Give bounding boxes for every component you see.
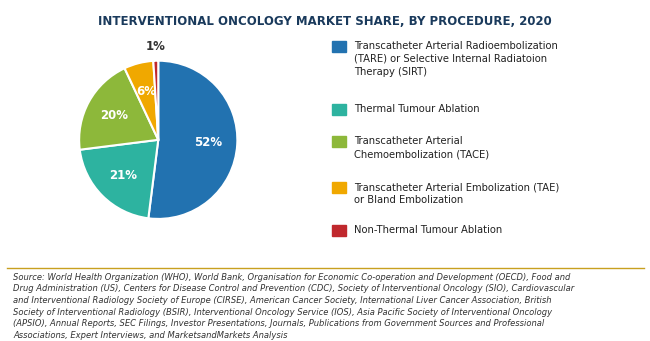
Wedge shape bbox=[153, 61, 158, 140]
Wedge shape bbox=[80, 140, 158, 218]
Text: 52%: 52% bbox=[194, 136, 222, 149]
Wedge shape bbox=[79, 68, 158, 150]
Wedge shape bbox=[125, 61, 158, 140]
Text: Non-Thermal Tumour Ablation: Non-Thermal Tumour Ablation bbox=[354, 225, 502, 235]
Text: 6%: 6% bbox=[136, 85, 156, 98]
Text: Transcatheter Arterial
Chemoembolization (TACE): Transcatheter Arterial Chemoembolization… bbox=[354, 136, 489, 159]
Text: Thermal Tumour Ablation: Thermal Tumour Ablation bbox=[354, 104, 480, 114]
Text: 20%: 20% bbox=[101, 109, 129, 122]
Text: 1%: 1% bbox=[146, 40, 165, 53]
Text: Transcatheter Arterial Embolization (TAE)
or Bland Embolization: Transcatheter Arterial Embolization (TAE… bbox=[354, 182, 560, 205]
Text: 21%: 21% bbox=[109, 168, 137, 181]
Text: Source: World Health Organization (WHO), World Bank, Organisation for Economic C: Source: World Health Organization (WHO),… bbox=[13, 273, 574, 340]
Text: Transcatheter Arterial Radioembolization
(TARE) or Selective Internal Radiatoion: Transcatheter Arterial Radioembolization… bbox=[354, 41, 558, 76]
Wedge shape bbox=[148, 61, 237, 219]
Text: INTERVENTIONAL ONCOLOGY MARKET SHARE, BY PROCEDURE, 2020: INTERVENTIONAL ONCOLOGY MARKET SHARE, BY… bbox=[98, 15, 552, 28]
